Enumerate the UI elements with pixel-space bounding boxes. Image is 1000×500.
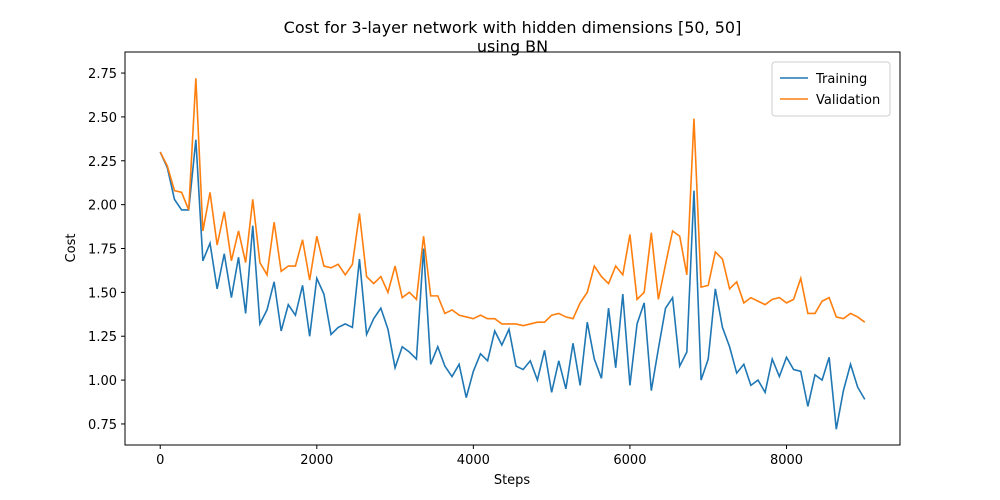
x-tick-label: 4000 (457, 453, 490, 468)
y-tick-label: 1.75 (88, 243, 117, 258)
legend-label: Training (815, 72, 867, 87)
legend-box (771, 61, 891, 117)
y-tick-label: 1.50 (88, 286, 117, 301)
plot-frame (124, 51, 901, 446)
y-tick-label: 1.00 (88, 374, 117, 389)
y-tick-label: 2.50 (88, 111, 117, 126)
y-tick-label: 2.25 (88, 155, 117, 170)
y-tick-label: 2.75 (88, 67, 117, 82)
x-tick-label: 8000 (770, 453, 803, 468)
chart-title: Cost for 3-layer network with hidden dim… (283, 18, 742, 56)
y-axis-label: Cost (64, 234, 79, 263)
x-tick-label: 2000 (300, 453, 333, 468)
x-tick-label: 0 (156, 453, 164, 468)
legend-label: Validation (816, 93, 880, 108)
x-tick-label: 6000 (613, 453, 646, 468)
line-series (159, 78, 866, 327)
y-tick-label: 0.75 (88, 418, 117, 433)
line-series (159, 139, 866, 430)
y-tick-label: 2.00 (88, 199, 117, 214)
x-axis-label: Steps (494, 473, 531, 488)
y-tick-label: 1.25 (88, 330, 117, 345)
